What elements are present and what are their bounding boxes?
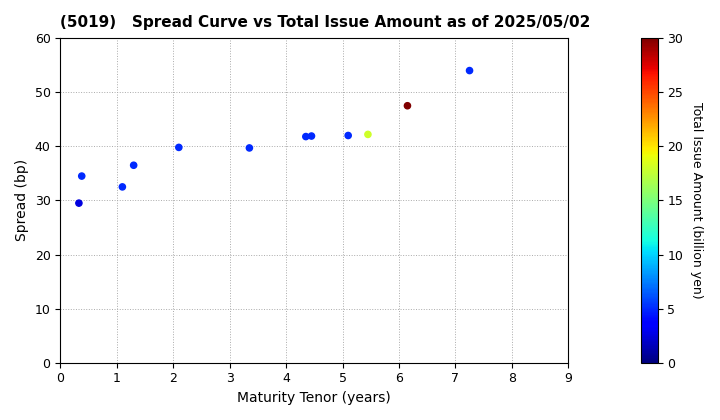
Text: (5019)   Spread Curve vs Total Issue Amount as of 2025/05/02: (5019) Spread Curve vs Total Issue Amoun… (60, 15, 590, 30)
Point (128, 162, 140, 168)
Y-axis label: Spread (bp): Spread (bp) (15, 159, 29, 242)
Point (362, 131, 374, 138)
Point (73, 200, 85, 207)
Y-axis label: Total Issue Amount (billion yen): Total Issue Amount (billion yen) (690, 102, 703, 299)
Point (76, 173, 88, 179)
Point (464, 67, 475, 74)
Point (402, 102, 413, 109)
Point (306, 133, 318, 139)
Point (343, 132, 354, 139)
Point (117, 184, 128, 190)
X-axis label: Maturity Tenor (years): Maturity Tenor (years) (238, 391, 391, 405)
Point (300, 133, 312, 140)
Point (243, 144, 255, 151)
Point (173, 144, 184, 151)
